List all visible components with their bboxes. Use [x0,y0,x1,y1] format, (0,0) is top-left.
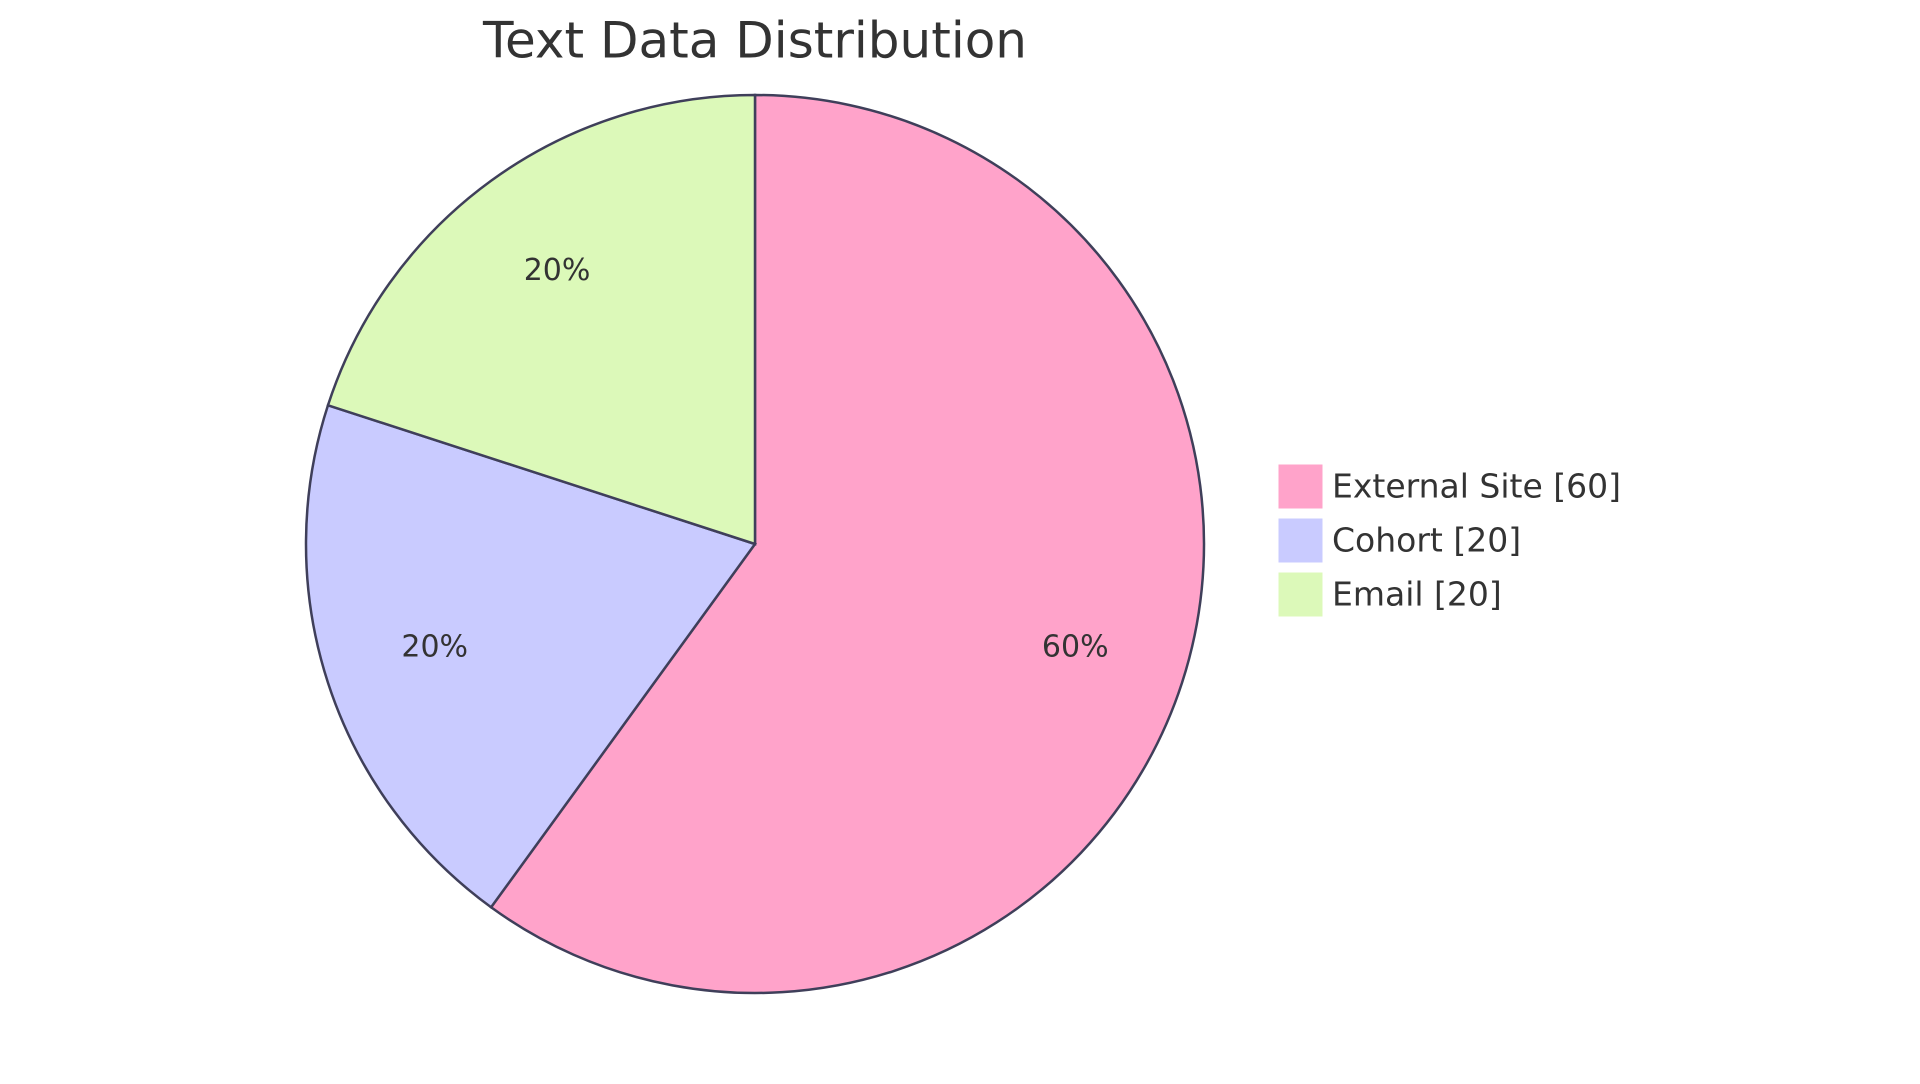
pie-slice [326,93,757,546]
slice-label: 60% [1042,630,1109,665]
chart-title: Text Data Distribution [482,12,1027,70]
pie-slice [489,93,1206,995]
legend-swatch [1277,517,1324,564]
slice-label: 20% [401,630,468,665]
slice-label: 20% [524,253,591,288]
legend-label: Email [20] [1332,575,1502,614]
legend-swatch [1277,463,1324,510]
legend-label: External Site [60] [1332,467,1621,506]
legend-swatch [1277,571,1324,618]
pie-slice [304,403,758,909]
legend-label: Cohort [20] [1332,521,1521,560]
